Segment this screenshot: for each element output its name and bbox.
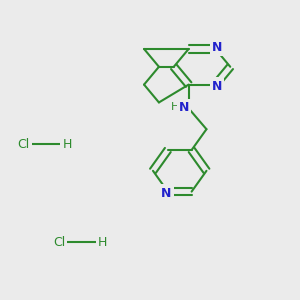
Text: N: N bbox=[212, 41, 222, 54]
Text: H: H bbox=[62, 138, 72, 151]
Text: H: H bbox=[171, 103, 179, 112]
Text: N: N bbox=[179, 101, 189, 114]
Text: N: N bbox=[161, 187, 172, 200]
Text: H: H bbox=[98, 236, 107, 249]
Text: Cl: Cl bbox=[17, 138, 30, 151]
Text: N: N bbox=[212, 80, 222, 93]
Text: Cl: Cl bbox=[53, 236, 65, 249]
